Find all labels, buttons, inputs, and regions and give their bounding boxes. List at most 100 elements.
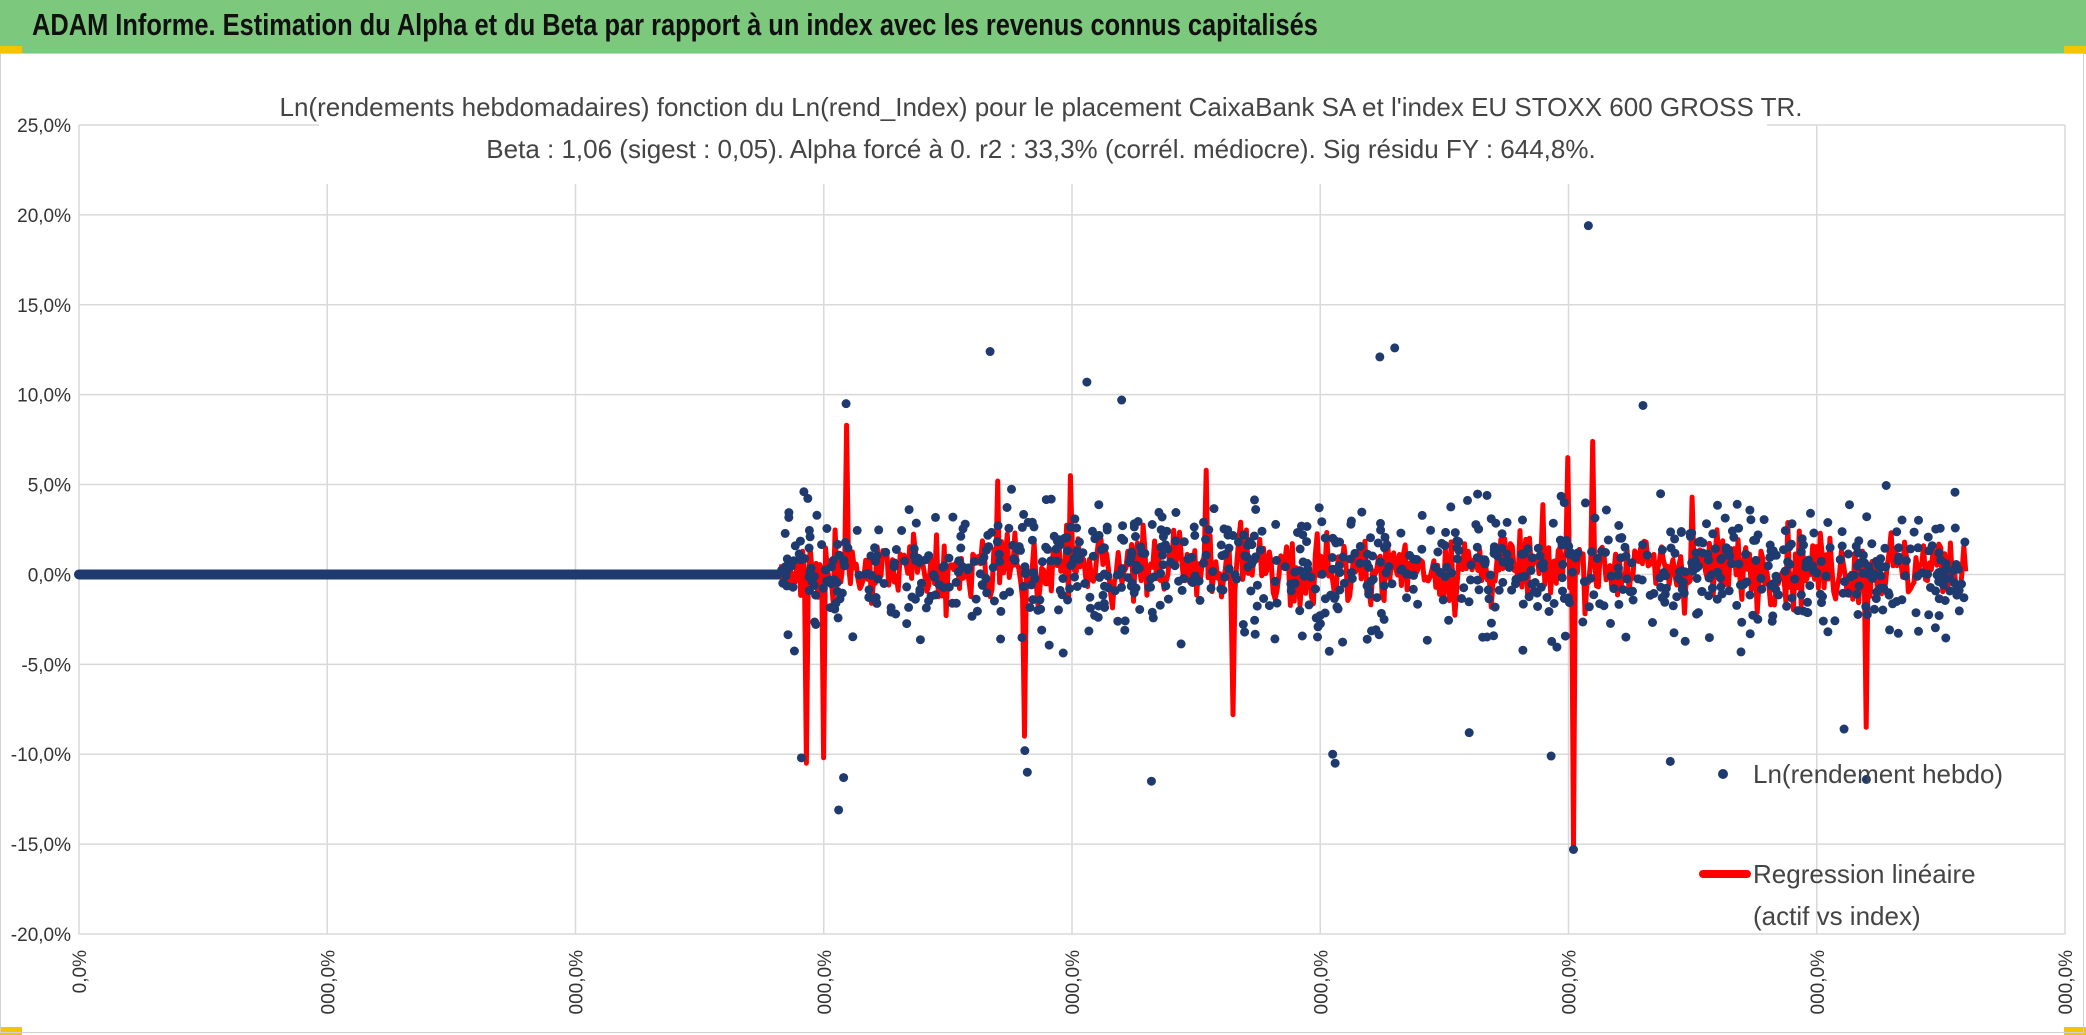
data-point	[1763, 561, 1773, 571]
data-point	[1578, 617, 1588, 627]
data-point	[1413, 599, 1423, 609]
data-point	[1452, 554, 1462, 564]
data-point	[1417, 510, 1427, 520]
data-point	[1727, 526, 1737, 536]
title-box	[319, 88, 1767, 184]
data-point	[1494, 585, 1504, 595]
data-point	[1120, 625, 1130, 635]
data-point	[1801, 562, 1811, 572]
data-point	[1888, 599, 1898, 609]
data-point	[1923, 569, 1933, 579]
data-point	[1613, 570, 1623, 580]
data-point	[1252, 601, 1262, 611]
legend-label-regression-sub: (actif vs index)	[1753, 901, 1921, 931]
data-point	[1745, 590, 1755, 600]
y-tick-label: -15,0%	[11, 835, 71, 856]
data-point	[1464, 728, 1474, 738]
data-point	[934, 580, 944, 590]
data-point	[1297, 521, 1306, 531]
data-point	[1366, 576, 1376, 586]
data-point	[1909, 527, 1919, 537]
data-point	[1519, 549, 1529, 559]
data-point	[1685, 531, 1695, 541]
x-tick-label: 000,0%	[1063, 950, 1084, 1015]
data-point	[1665, 756, 1675, 766]
data-point	[1156, 525, 1166, 535]
data-point	[1638, 400, 1648, 410]
data-point	[1140, 548, 1150, 558]
data-point	[1771, 571, 1781, 581]
data-point	[1507, 585, 1517, 595]
data-point	[1444, 615, 1454, 625]
data-point	[1440, 540, 1450, 550]
data-point	[833, 613, 843, 623]
data-point	[1497, 543, 1507, 553]
data-point	[944, 553, 954, 563]
data-point	[1934, 548, 1944, 558]
data-point	[1306, 572, 1316, 582]
data-point	[1880, 543, 1890, 553]
data-point	[1620, 542, 1630, 552]
data-point	[1005, 587, 1015, 597]
data-point	[1029, 522, 1039, 532]
data-point	[1708, 529, 1718, 539]
data-point	[1041, 542, 1051, 552]
data-point	[1894, 543, 1904, 553]
data-point	[891, 545, 901, 554]
data-point	[897, 526, 907, 535]
data-point	[1100, 581, 1109, 591]
data-point	[1171, 536, 1181, 546]
data-point	[1736, 647, 1746, 657]
data-point	[951, 577, 961, 587]
data-point	[889, 562, 899, 572]
data-point	[1330, 592, 1340, 602]
data-point	[1060, 533, 1070, 543]
data-point	[1901, 556, 1911, 566]
y-tick-label: -20,0%	[11, 925, 71, 946]
data-point	[1315, 619, 1325, 629]
data-point	[1099, 543, 1109, 553]
data-point	[1119, 535, 1129, 545]
data-point	[1774, 590, 1784, 600]
data-point	[1154, 507, 1164, 517]
data-point	[931, 512, 940, 522]
data-point	[1147, 520, 1157, 529]
data-point	[1548, 518, 1558, 528]
data-point	[1280, 562, 1290, 572]
data-point	[841, 399, 851, 409]
data-point	[1063, 546, 1073, 556]
data-point	[958, 562, 968, 572]
data-point	[902, 582, 912, 592]
data-point	[1818, 616, 1828, 626]
data-point	[1825, 543, 1835, 553]
data-point	[1680, 636, 1690, 646]
data-point	[1330, 758, 1340, 768]
data-point	[1335, 585, 1345, 595]
data-point	[1672, 592, 1682, 602]
data-point	[1134, 563, 1144, 573]
data-point	[1809, 528, 1819, 538]
data-point	[1613, 563, 1623, 573]
data-point	[1666, 527, 1676, 537]
data-point	[1174, 576, 1184, 586]
data-point	[1815, 589, 1825, 599]
data-point	[1930, 623, 1940, 633]
data-point	[1272, 598, 1282, 608]
data-point	[1688, 564, 1698, 573]
corner-marker	[2064, 46, 2086, 54]
data-point	[1878, 605, 1888, 615]
data-point	[1072, 523, 1082, 533]
data-point	[1072, 582, 1082, 591]
data-point	[1482, 490, 1492, 500]
data-point	[1883, 588, 1893, 598]
data-point	[1839, 724, 1849, 734]
data-point	[1008, 540, 1018, 550]
data-point	[1433, 547, 1443, 557]
data-point	[1426, 525, 1436, 535]
data-point	[930, 590, 940, 600]
data-point	[1533, 602, 1543, 611]
data-point	[1187, 576, 1196, 586]
data-point	[1716, 582, 1726, 592]
data-point	[1317, 517, 1327, 527]
data-point	[1155, 600, 1165, 610]
